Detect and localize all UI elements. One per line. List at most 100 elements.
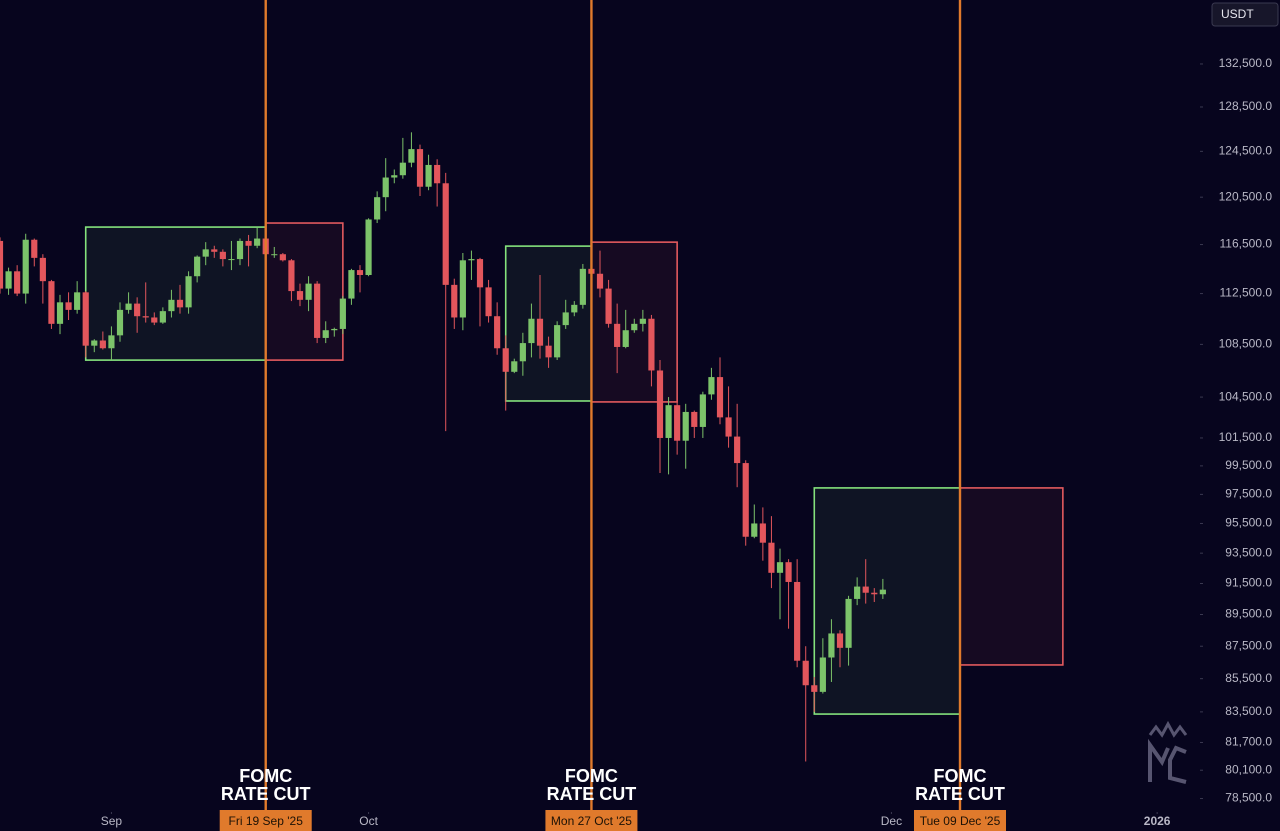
unit-label: USDT: [1221, 7, 1254, 21]
candle-body: [862, 586, 869, 593]
candle-body: [185, 276, 192, 308]
y-tick-label: 81,700.0: [1225, 735, 1272, 749]
candle-body: [228, 259, 235, 261]
candle-body: [356, 270, 364, 275]
event-date-label: Tue 09 Dec '25: [920, 814, 1001, 828]
range-box: [504, 245, 593, 402]
candle-body: [845, 598, 852, 648]
candle-body: [236, 240, 244, 260]
candle-body: [168, 299, 175, 312]
event-date-badge: [914, 810, 1006, 831]
range-box: [813, 487, 961, 715]
candle-body: [682, 411, 689, 441]
candle-body: [219, 251, 226, 260]
candle-body: [314, 283, 321, 338]
event-text: FOMC: [565, 766, 618, 786]
candle-body: [348, 270, 355, 299]
candle-body: [399, 162, 406, 176]
candle-body: [811, 685, 818, 692]
candle-body: [159, 311, 166, 323]
candle-body: [271, 254, 278, 256]
candle-body: [802, 660, 809, 686]
candle-body: [142, 316, 149, 318]
y-tick-label: 116,500.0: [1220, 237, 1273, 251]
candle-body: [176, 299, 184, 308]
candle-body: [631, 323, 638, 331]
candle-body: [451, 284, 458, 318]
y-tick-label: 95,500.0: [1225, 516, 1272, 530]
candle-body: [134, 303, 141, 317]
y-tick-label: 91,500.0: [1225, 576, 1272, 590]
candle-body: [279, 254, 286, 261]
y-tick-label: 112,500.0: [1220, 286, 1273, 300]
candle-body: [639, 318, 646, 324]
candle-body: [331, 328, 338, 331]
candle-body: [39, 257, 46, 282]
event-text: RATE CUT: [221, 784, 311, 804]
candle-body: [408, 149, 415, 163]
y-tick-label: 128,500.0: [1219, 99, 1273, 113]
candle-body: [648, 318, 655, 371]
candle-body: [579, 268, 586, 305]
candle-body: [374, 197, 381, 220]
watermark-logo: [1148, 720, 1188, 784]
y-tick-label: 124,500.0: [1219, 144, 1273, 158]
candle-body: [716, 377, 724, 418]
y-tick-label: 132,500.0: [1219, 56, 1273, 70]
candle-body: [254, 238, 261, 246]
x-tick-label: 2026: [1144, 814, 1171, 828]
y-tick-label: 108,500.0: [1219, 337, 1273, 351]
candle-body: [691, 411, 698, 427]
candle-body: [22, 239, 29, 294]
event-text: RATE CUT: [547, 784, 637, 804]
event-date-label: Fri 19 Sep '25: [229, 814, 304, 828]
candle-body: [151, 317, 158, 323]
candle-body: [211, 249, 218, 252]
candle-body: [768, 542, 775, 573]
time-axis: Sep Oct Dec 2026: [101, 812, 1171, 828]
event-text: FOMC: [934, 766, 987, 786]
y-tick-label: 93,500.0: [1225, 545, 1272, 559]
y-tick-label: 97,500.0: [1225, 487, 1272, 501]
candle-body: [434, 164, 441, 184]
candle-body: [759, 523, 766, 543]
candle-body: [605, 288, 612, 324]
candle-body: [305, 283, 312, 300]
candle-body: [296, 291, 304, 300]
y-tick-label: 99,500.0: [1225, 458, 1272, 472]
candle-body: [519, 343, 526, 362]
price-axis: 132,500.0 128,500.0 124,500.0 120,500.0 116,…: [1200, 56, 1272, 805]
range-box: [264, 222, 344, 361]
candle-body: [871, 592, 878, 595]
candle-body: [665, 405, 672, 438]
candle-body: [596, 273, 604, 289]
candle-body: [108, 335, 115, 349]
candle-body: [614, 323, 621, 347]
candle-body: [819, 657, 826, 692]
candle-body: [476, 259, 484, 288]
candle-body: [65, 302, 72, 310]
candle-body: [494, 316, 501, 349]
candle-body: [511, 361, 518, 372]
candle-body: [391, 175, 398, 178]
candle-body: [382, 177, 389, 198]
candle-body: [785, 562, 792, 582]
candle-body: [562, 312, 569, 326]
candle-body: [459, 260, 466, 318]
candle-body: [31, 239, 38, 258]
candle-body: [554, 325, 561, 358]
candle-body: [91, 340, 98, 346]
candle-body: [751, 523, 758, 537]
range-box: [84, 226, 267, 361]
candle-body: [74, 292, 81, 310]
range-box: [959, 487, 1064, 666]
y-tick-label: 80,100.0: [1225, 762, 1272, 776]
candle-body: [288, 260, 295, 292]
y-tick-label: 104,500.0: [1219, 389, 1273, 403]
candle-body: [202, 249, 209, 257]
event-date-badge: [545, 810, 638, 831]
candle-body: [14, 271, 21, 294]
